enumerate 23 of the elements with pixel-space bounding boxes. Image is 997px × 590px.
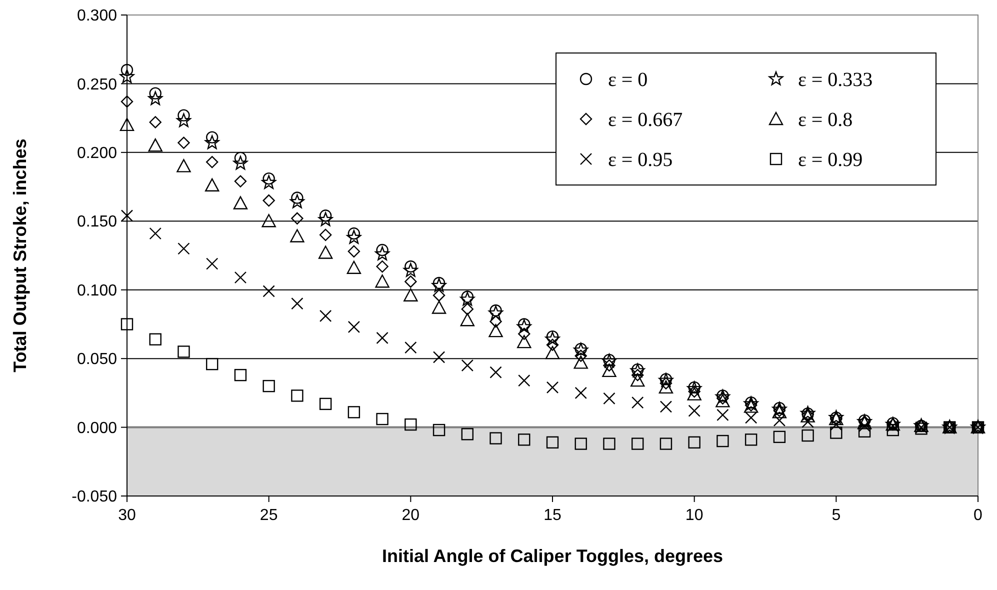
y-tick-label: 0.050 xyxy=(76,351,118,368)
x-tick-label: 15 xyxy=(544,507,562,524)
y-axis-title: Total Output Stroke, inches xyxy=(10,138,30,372)
legend-label: ε = 0.8 xyxy=(798,109,853,131)
y-tick-label: 0.200 xyxy=(76,145,118,162)
y-tick-label: 0.150 xyxy=(76,214,118,231)
x-tick-label: 5 xyxy=(832,507,841,524)
x-tick-label: 0 xyxy=(974,507,983,524)
y-tick-label: 0.250 xyxy=(76,76,118,94)
y-tick-label: -0.050 xyxy=(72,488,118,506)
x-axis-title: Initial Angle of Caliper Toggles, degrees xyxy=(382,546,724,566)
y-tick-label: 0.300 xyxy=(76,8,118,25)
y-tick-label: 0.100 xyxy=(76,282,118,300)
legend-label: ε = 0 xyxy=(608,69,648,91)
legend-label: ε = 0.333 xyxy=(798,69,873,91)
x-tick-label: 20 xyxy=(402,507,420,524)
x-tick-label: 10 xyxy=(685,507,704,524)
legend-label: ε = 0.99 xyxy=(798,149,863,171)
y-tick-label: 0.000 xyxy=(76,420,118,437)
x-tick-label: 30 xyxy=(118,507,136,524)
legend-label: ε = 0.95 xyxy=(608,149,673,171)
x-tick-label: 25 xyxy=(260,507,278,524)
legend-label: ε = 0.667 xyxy=(608,109,683,131)
